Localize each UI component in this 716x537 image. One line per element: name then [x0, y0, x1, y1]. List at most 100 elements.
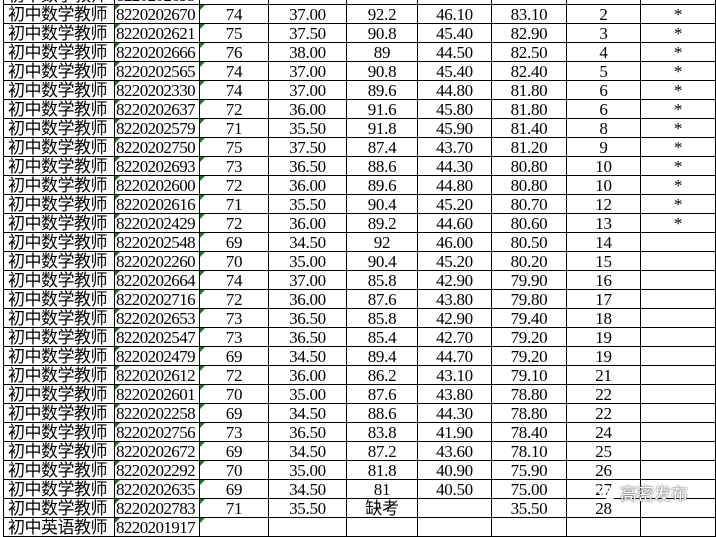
cell-total-score[interactable]: 81.40 — [492, 119, 567, 138]
cell-position[interactable]: 初中数学教师 — [3, 290, 115, 309]
cell-written-score[interactable]: 74 — [200, 5, 269, 24]
cell-written-score[interactable]: 70 — [200, 385, 269, 404]
cell-written-score[interactable]: 71 — [200, 119, 269, 138]
cell-written-score[interactable]: 69 — [200, 347, 269, 366]
cell-total-score[interactable]: 81.80 — [492, 100, 567, 119]
cell-interview-weighted[interactable]: 43.60 — [418, 442, 492, 461]
cell-exam-id[interactable]: 8220202330 — [115, 81, 200, 100]
cell-position[interactable]: 初中数学教师 — [3, 176, 115, 195]
cell-shortlisted[interactable] — [641, 461, 716, 480]
cell-written-weighted[interactable]: 36.50 — [269, 423, 347, 442]
cell-exam-id[interactable]: 8220202670 — [115, 5, 200, 24]
cell-exam-id[interactable]: 8220202429 — [115, 214, 200, 233]
cell-rank[interactable]: 6 — [567, 81, 641, 100]
cell-rank[interactable]: 14 — [567, 233, 641, 252]
cell-interview-weighted[interactable]: 46.00 — [418, 233, 492, 252]
cell-shortlisted[interactable] — [641, 385, 716, 404]
cell-rank[interactable]: 28 — [567, 499, 641, 518]
cell-interview-weighted[interactable]: 43.10 — [418, 366, 492, 385]
cell-interview-weighted[interactable]: 45.20 — [418, 195, 492, 214]
cell-written-weighted[interactable]: 34.50 — [269, 442, 347, 461]
cell-written-score[interactable] — [200, 0, 269, 5]
cell-interview-score[interactable] — [347, 518, 418, 537]
cell-total-score[interactable]: 79.20 — [492, 328, 567, 347]
cell-interview-weighted[interactable]: 43.80 — [418, 290, 492, 309]
cell-shortlisted[interactable] — [641, 518, 716, 537]
cell-written-weighted[interactable] — [269, 518, 347, 537]
cell-written-weighted[interactable]: 37.00 — [269, 5, 347, 24]
cell-rank[interactable]: 25 — [567, 442, 641, 461]
cell-interview-weighted[interactable]: 44.70 — [418, 347, 492, 366]
cell-interview-weighted[interactable]: 40.50 — [418, 480, 492, 499]
cell-written-weighted[interactable]: 37.50 — [269, 138, 347, 157]
cell-written-score[interactable]: 73 — [200, 157, 269, 176]
cell-written-score[interactable]: 73 — [200, 328, 269, 347]
cell-written-weighted[interactable]: 36.50 — [269, 157, 347, 176]
cell-written-weighted[interactable]: 35.00 — [269, 461, 347, 480]
cell-interview-weighted[interactable] — [418, 518, 492, 537]
cell-exam-id[interactable]: 8220202616 — [115, 195, 200, 214]
cell-total-score[interactable]: 78.80 — [492, 404, 567, 423]
cell-interview-weighted[interactable]: 44.80 — [418, 81, 492, 100]
cell-shortlisted[interactable] — [641, 423, 716, 442]
cell-interview-score[interactable]: 87.6 — [347, 385, 418, 404]
cell-interview-weighted[interactable]: 45.80 — [418, 100, 492, 119]
cell-shortlisted[interactable]: * — [641, 81, 716, 100]
cell-total-score[interactable]: 80.20 — [492, 252, 567, 271]
cell-written-weighted[interactable]: 36.50 — [269, 328, 347, 347]
cell-interview-weighted[interactable]: 43.80 — [418, 385, 492, 404]
cell-exam-id[interactable]: 8220202600 — [115, 176, 200, 195]
cell-total-score[interactable]: 80.50 — [492, 233, 567, 252]
cell-interview-score[interactable]: 90.4 — [347, 252, 418, 271]
cell-interview-score[interactable]: 86.2 — [347, 366, 418, 385]
cell-written-score[interactable]: 74 — [200, 271, 269, 290]
cell-written-score[interactable]: 74 — [200, 62, 269, 81]
cell-total-score[interactable]: 75.00 — [492, 480, 567, 499]
cell-shortlisted[interactable]: * — [641, 214, 716, 233]
cell-written-weighted[interactable] — [269, 0, 347, 5]
cell-interview-score[interactable]: 81 — [347, 480, 418, 499]
cell-position[interactable]: 初中数学教师 — [3, 442, 115, 461]
cell-rank[interactable]: 4 — [567, 43, 641, 62]
cell-rank[interactable]: 22 — [567, 404, 641, 423]
cell-interview-weighted[interactable]: 44.60 — [418, 214, 492, 233]
cell-written-weighted[interactable]: 35.00 — [269, 252, 347, 271]
cell-total-score[interactable]: 79.80 — [492, 290, 567, 309]
cell-position[interactable]: 初中数学教师 — [3, 24, 115, 43]
cell-total-score[interactable]: 82.50 — [492, 43, 567, 62]
cell-written-weighted[interactable]: 34.50 — [269, 480, 347, 499]
cell-interview-score[interactable]: 90.8 — [347, 62, 418, 81]
cell-interview-score[interactable]: 87.6 — [347, 290, 418, 309]
cell-interview-weighted[interactable] — [418, 0, 492, 5]
cell-exam-id[interactable]: 8220202756 — [115, 423, 200, 442]
cell-written-weighted[interactable]: 38.00 — [269, 43, 347, 62]
cell-total-score[interactable]: 79.40 — [492, 309, 567, 328]
cell-exam-id[interactable]: 8220202258 — [115, 404, 200, 423]
cell-exam-id[interactable]: 8220202601 — [115, 385, 200, 404]
cell-position[interactable]: 初中数学教师 — [3, 499, 115, 518]
cell-written-score[interactable] — [200, 518, 269, 537]
cell-total-score[interactable]: 78.40 — [492, 423, 567, 442]
cell-written-score[interactable]: 76 — [200, 43, 269, 62]
cell-shortlisted[interactable] — [641, 252, 716, 271]
cell-position[interactable]: 初中数学教师 — [3, 252, 115, 271]
cell-total-score[interactable]: 80.80 — [492, 176, 567, 195]
cell-interview-score[interactable]: 89.4 — [347, 347, 418, 366]
cell-interview-weighted[interactable]: 44.80 — [418, 176, 492, 195]
cell-written-score[interactable]: 72 — [200, 100, 269, 119]
cell-interview-weighted[interactable]: 44.50 — [418, 43, 492, 62]
cell-interview-weighted[interactable]: 46.10 — [418, 5, 492, 24]
cell-shortlisted[interactable]: * — [641, 176, 716, 195]
cell-rank[interactable]: 19 — [567, 347, 641, 366]
cell-shortlisted[interactable] — [641, 233, 716, 252]
cell-written-score[interactable]: 72 — [200, 176, 269, 195]
cell-written-weighted[interactable]: 36.00 — [269, 214, 347, 233]
cell-total-score[interactable]: 79.90 — [492, 271, 567, 290]
cell-written-weighted[interactable]: 34.50 — [269, 404, 347, 423]
cell-total-score[interactable]: 83.10 — [492, 5, 567, 24]
cell-position[interactable]: 初中数学教师 — [3, 404, 115, 423]
cell-written-weighted[interactable]: 37.50 — [269, 24, 347, 43]
cell-interview-score[interactable]: 90.4 — [347, 195, 418, 214]
cell-shortlisted[interactable]: * — [641, 5, 716, 24]
cell-position[interactable]: 初中数学教师 — [3, 138, 115, 157]
